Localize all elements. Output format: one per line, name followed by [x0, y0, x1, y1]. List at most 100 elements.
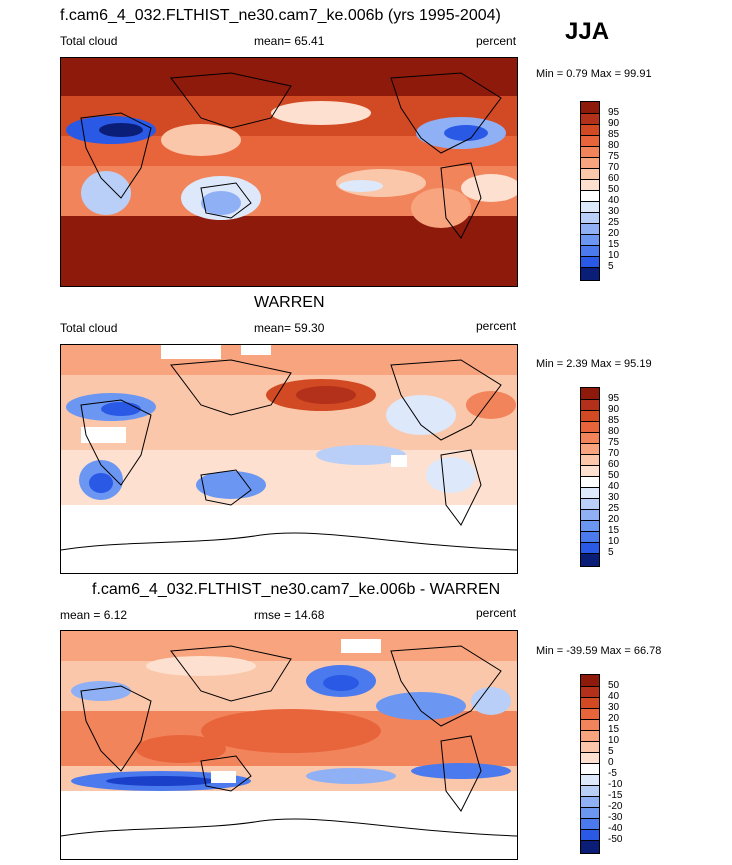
panel2-colorbar-tick: 85	[608, 415, 620, 426]
panel1-colorbar-tick: 70	[608, 162, 620, 173]
panel3-colorbar-tick: -5	[608, 768, 617, 779]
panel2-range-label: Min = 2.39 Max = 95.19	[536, 358, 652, 370]
panel1-units-label: percent	[476, 34, 517, 48]
panel3-colorbar-tick: 50	[608, 680, 620, 691]
panel1-colorbar-seg	[581, 102, 599, 114]
panel2-colorbar-seg	[581, 433, 599, 444]
panel1-colorbar-tick: 10	[608, 250, 620, 261]
panel2-colorbar-tick: 90	[608, 404, 620, 415]
panel3-range-label: Min = -39.59 Max = 66.78	[536, 645, 662, 657]
panel2-colorbar-seg	[581, 532, 599, 543]
panel2-colorbar-seg	[581, 444, 599, 455]
panel2-colorbar-seg	[581, 554, 599, 566]
panel2-colorbar-seg	[581, 488, 599, 499]
panel2-colorbar-tick: 20	[608, 514, 620, 525]
panel2-map	[60, 344, 518, 574]
panel1-colorbar-box	[580, 101, 600, 281]
panel3-title: f.cam6_4_032.FLTHIST_ne30.cam7_ke.006b -…	[92, 581, 501, 598]
panel2-variable-label: Total cloud	[60, 321, 118, 335]
panel2-colorbar-seg	[581, 521, 599, 532]
panel1-colorbar-tick: 50	[608, 184, 620, 195]
panel1-colorbar-seg	[581, 158, 599, 169]
panel1-colorbar-tick: 80	[608, 140, 620, 151]
panel3-colorbar-tick: 40	[608, 691, 620, 702]
panel3-colorbar-seg	[581, 687, 599, 698]
panel2-colorbar-tick: 40	[608, 481, 620, 492]
panel3-colorbar-seg	[581, 808, 599, 819]
panel3-colorbar-seg	[581, 775, 599, 786]
panel3-colorbar-tick: 30	[608, 702, 620, 713]
panel1-colorbar-tick: 85	[608, 129, 620, 140]
panel3-colorbar-seg	[581, 675, 599, 687]
panel3-colorbar-tick: -10	[608, 779, 623, 790]
panel1-colorbar-tick: 5	[608, 261, 614, 272]
panel3-colorbar-seg	[581, 720, 599, 731]
panel3-colorbar-tick: 5	[608, 746, 614, 757]
panel2-colorbar-seg	[581, 400, 599, 411]
panel1-colorbar-tick: 25	[608, 217, 620, 228]
panel3-colorbar: 50 40 30 20 15 10 5 0 -5 -10 -15 -20 -30…	[580, 674, 622, 854]
panel1-mean-label: mean= 65.41	[254, 34, 325, 48]
panel2-colorbar-seg	[581, 455, 599, 466]
panel3-colorbar-seg	[581, 764, 599, 775]
panel2-colorbar-seg	[581, 477, 599, 488]
panel2-colorbar-tick: 30	[608, 492, 620, 503]
panel3-colorbar-seg	[581, 841, 599, 853]
panel2-colorbar-tick: 5	[608, 547, 614, 558]
panel2-colorbar-tick: 70	[608, 448, 620, 459]
panel1-colorbar-tick: 95	[608, 107, 620, 118]
panel2-colorbar-seg	[581, 466, 599, 477]
panel3-colorbar-tick: -40	[608, 823, 623, 834]
panel1-colorbar-tick: 60	[608, 173, 620, 184]
panel3-colorbar-seg	[581, 742, 599, 753]
panel2-colorbar-seg	[581, 510, 599, 521]
panel3-colorbar-tick: -20	[608, 801, 623, 812]
panel3-colorbar-box	[580, 674, 600, 854]
panel1-colorbar-tick: 20	[608, 228, 620, 239]
panel2-colorbar-tick: 80	[608, 426, 620, 437]
panel1-colorbar-seg	[581, 125, 599, 136]
panel1-colorbar-tick: 40	[608, 195, 620, 206]
panel2-colorbar: 95 90 85 80 75 70 60 50 40 30 25 20 15 1…	[580, 387, 619, 567]
panel3-colorbar-tick: 20	[608, 713, 620, 724]
panel1-variable-label: Total cloud	[60, 34, 118, 48]
panel3-colorbar-seg	[581, 819, 599, 830]
panel3-colorbar-seg	[581, 698, 599, 709]
panel3-colorbar-tick: 0	[608, 757, 614, 768]
panel2-colorbar-tick: 10	[608, 536, 620, 547]
panel2-colorbar-tick: 25	[608, 503, 620, 514]
panel1-colorbar-seg	[581, 180, 599, 191]
panel1-colorbar-seg	[581, 235, 599, 246]
panel2-colorbar-tick: 15	[608, 525, 620, 536]
panel1-map-field	[61, 58, 517, 286]
panel1-colorbar: 95 90 85 80 75 70 60 50 40 30 25 20 15 1…	[580, 101, 619, 281]
panel3-colorbar-tick: -15	[608, 790, 623, 801]
season-label: JJA	[565, 18, 610, 45]
panel3-colorbar-seg	[581, 709, 599, 720]
panel1-colorbar-seg	[581, 191, 599, 202]
panel2-colorbar-box	[580, 387, 600, 567]
panel1-colorbar-seg	[581, 268, 599, 280]
panel2-colorbar-seg	[581, 388, 599, 400]
panel3-colorbar-tick: -50	[608, 834, 623, 845]
panel3-units-label: percent	[476, 606, 517, 620]
panel1-colorbar-tick: 75	[608, 151, 620, 162]
panel2-colorbar-tick: 50	[608, 470, 620, 481]
panel1-map	[60, 57, 518, 287]
panel1-colorbar-seg	[581, 224, 599, 235]
panel2-colorbar-tick: 75	[608, 437, 620, 448]
panel2-mean-label: mean= 59.30	[254, 321, 325, 335]
panel1-colorbar-seg	[581, 213, 599, 224]
panel2-units-label: percent	[476, 319, 517, 333]
panel1-colorbar-seg	[581, 147, 599, 158]
panel2-colorbar-tick: 60	[608, 459, 620, 470]
panel3-colorbar-tick: 15	[608, 724, 620, 735]
panel1-colorbar-seg	[581, 136, 599, 147]
panel1-colorbar-seg	[581, 114, 599, 125]
panel2-map-field	[61, 345, 517, 573]
panel1-colorbar-seg	[581, 246, 599, 257]
panel3-colorbar-tick: 10	[608, 735, 620, 746]
panel3-colorbar-seg	[581, 786, 599, 797]
panel3-rmse-label: rmse = 14.68	[254, 608, 325, 622]
panel1-colorbar-tick: 90	[608, 118, 620, 129]
